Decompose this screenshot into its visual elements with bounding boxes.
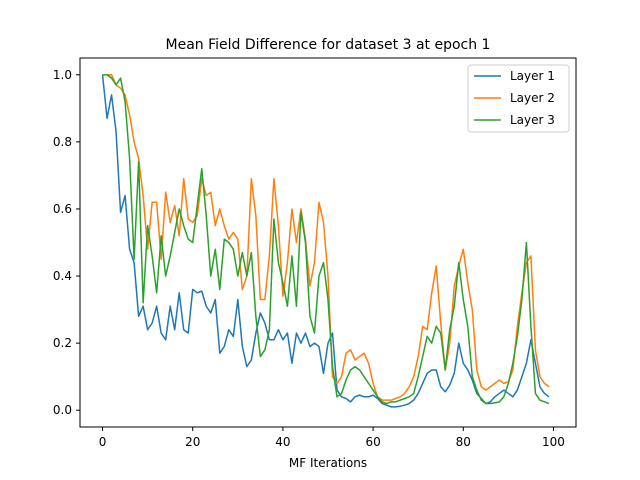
x-tick-label: 60 xyxy=(365,435,380,449)
x-tick-label: 100 xyxy=(542,435,565,449)
plot-frame xyxy=(79,57,577,428)
x-tick-label: 80 xyxy=(456,435,471,449)
y-axis: 0.0 0.2 0.4 0.6 0.8 1.0 xyxy=(53,68,80,417)
x-tick-label: 20 xyxy=(185,435,200,449)
legend-box xyxy=(467,64,570,133)
x-tick-label: 0 xyxy=(99,435,107,449)
plot-lines xyxy=(101,74,550,408)
x-axis-label: MF Iterations xyxy=(289,456,367,470)
y-tick-label: 0.0 xyxy=(53,403,72,417)
series-line-layer-1 xyxy=(101,74,550,408)
y-tick-label: 0.2 xyxy=(53,336,72,350)
y-tick-label: 0.4 xyxy=(53,269,72,283)
chart-title: Mean Field Difference for dataset 3 at e… xyxy=(166,37,491,53)
x-axis: 0 20 40 60 80 100 xyxy=(99,427,565,449)
legend: Layer 1 Layer 2 Layer 3 xyxy=(467,64,570,133)
y-tick-label: 0.8 xyxy=(53,135,72,149)
y-tick-label: 0.6 xyxy=(53,202,72,216)
legend-label: Layer 3 xyxy=(510,113,555,127)
y-tick-label: 1.0 xyxy=(53,68,72,82)
legend-label: Layer 2 xyxy=(510,91,555,105)
x-tick-label: 40 xyxy=(275,435,290,449)
series-line-layer-3 xyxy=(102,74,550,405)
legend-label: Layer 1 xyxy=(510,69,555,83)
